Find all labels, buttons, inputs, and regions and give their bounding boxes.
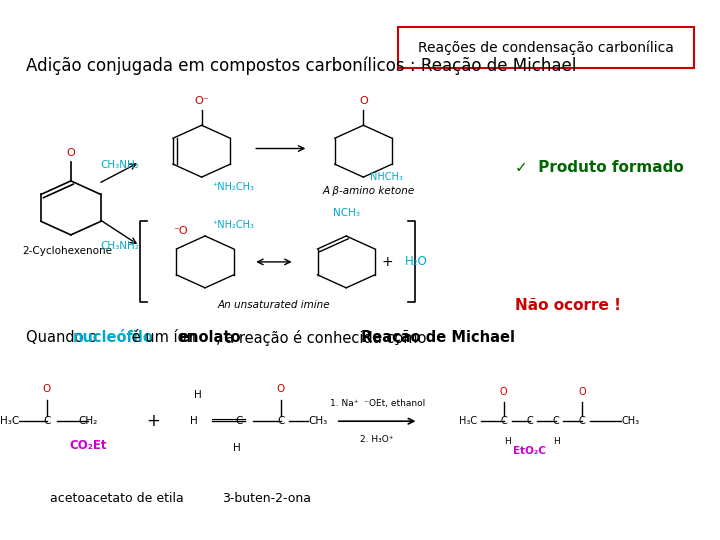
- Text: Reações de condensação carbonílica: Reações de condensação carbonílica: [418, 40, 674, 55]
- Text: H: H: [194, 389, 202, 400]
- Text: CH₃: CH₃: [621, 416, 639, 426]
- Text: An unsaturated imine: An unsaturated imine: [217, 300, 330, 310]
- Text: H₃C: H₃C: [459, 416, 477, 426]
- Text: O: O: [66, 148, 76, 158]
- Text: +: +: [382, 255, 393, 269]
- Text: Quando o: Quando o: [26, 330, 102, 345]
- Text: O: O: [500, 387, 508, 397]
- Text: C: C: [553, 416, 559, 426]
- Text: acetoacetato de etila: acetoacetato de etila: [50, 492, 184, 505]
- Text: A β-amino ketone: A β-amino ketone: [322, 186, 414, 197]
- Text: C: C: [500, 416, 507, 426]
- Text: CO₂Et: CO₂Et: [69, 439, 107, 452]
- Text: ⁻O: ⁻O: [174, 226, 188, 235]
- Text: C: C: [579, 416, 585, 426]
- Text: NHCH₃: NHCH₃: [370, 172, 403, 182]
- Text: ⁺NH₂CH₃: ⁺NH₂CH₃: [212, 183, 254, 192]
- Text: O: O: [578, 387, 586, 397]
- Text: CH₃NH₂: CH₃NH₂: [101, 160, 140, 170]
- Text: Adição conjugada em compostos carbonílicos : Reação de Michael: Adição conjugada em compostos carbonílic…: [26, 57, 577, 75]
- Text: é um íon: é um íon: [127, 330, 200, 345]
- Text: +: +: [146, 412, 161, 430]
- Text: O: O: [42, 384, 51, 394]
- Text: EtO₂C: EtO₂C: [513, 446, 546, 456]
- Text: Reação de Michael: Reação de Michael: [361, 330, 515, 345]
- Text: 3-buten-2-ona: 3-buten-2-ona: [222, 492, 311, 505]
- FancyBboxPatch shape: [397, 27, 694, 68]
- Text: H₂O: H₂O: [405, 255, 428, 268]
- Text: O: O: [359, 96, 368, 106]
- Text: nucleófilo: nucleófilo: [73, 330, 153, 345]
- Text: C: C: [526, 416, 534, 426]
- Text: 2. H₃O⁺: 2. H₃O⁺: [361, 435, 394, 444]
- Text: , a reação é conhecida como: , a reação é conhecida como: [216, 329, 431, 346]
- Text: CH₃NH₂: CH₃NH₂: [101, 241, 140, 251]
- Text: ⁺NH₂CH₃: ⁺NH₂CH₃: [212, 220, 254, 230]
- Text: H₃C: H₃C: [0, 416, 19, 426]
- Text: ✓  Produto formado: ✓ Produto formado: [515, 160, 683, 175]
- Text: 1. Na⁺  ⁻OEt, ethanol: 1. Na⁺ ⁻OEt, ethanol: [330, 399, 425, 408]
- Text: 2-Cyclohexenone: 2-Cyclohexenone: [23, 246, 113, 256]
- Text: C: C: [277, 416, 284, 426]
- Text: enolato: enolato: [179, 330, 241, 345]
- Text: Não ocorre !: Não ocorre !: [515, 298, 621, 313]
- Text: O⁻: O⁻: [194, 96, 209, 106]
- Text: H: H: [504, 437, 510, 447]
- Text: C: C: [235, 416, 243, 426]
- Text: CH₃: CH₃: [308, 416, 328, 426]
- Text: NCH₃: NCH₃: [333, 208, 360, 218]
- Text: H: H: [191, 416, 198, 426]
- Text: O: O: [276, 384, 285, 394]
- Text: H: H: [233, 443, 240, 453]
- Text: CH₂: CH₂: [78, 416, 98, 426]
- Text: C: C: [43, 416, 50, 426]
- Text: H: H: [553, 437, 559, 447]
